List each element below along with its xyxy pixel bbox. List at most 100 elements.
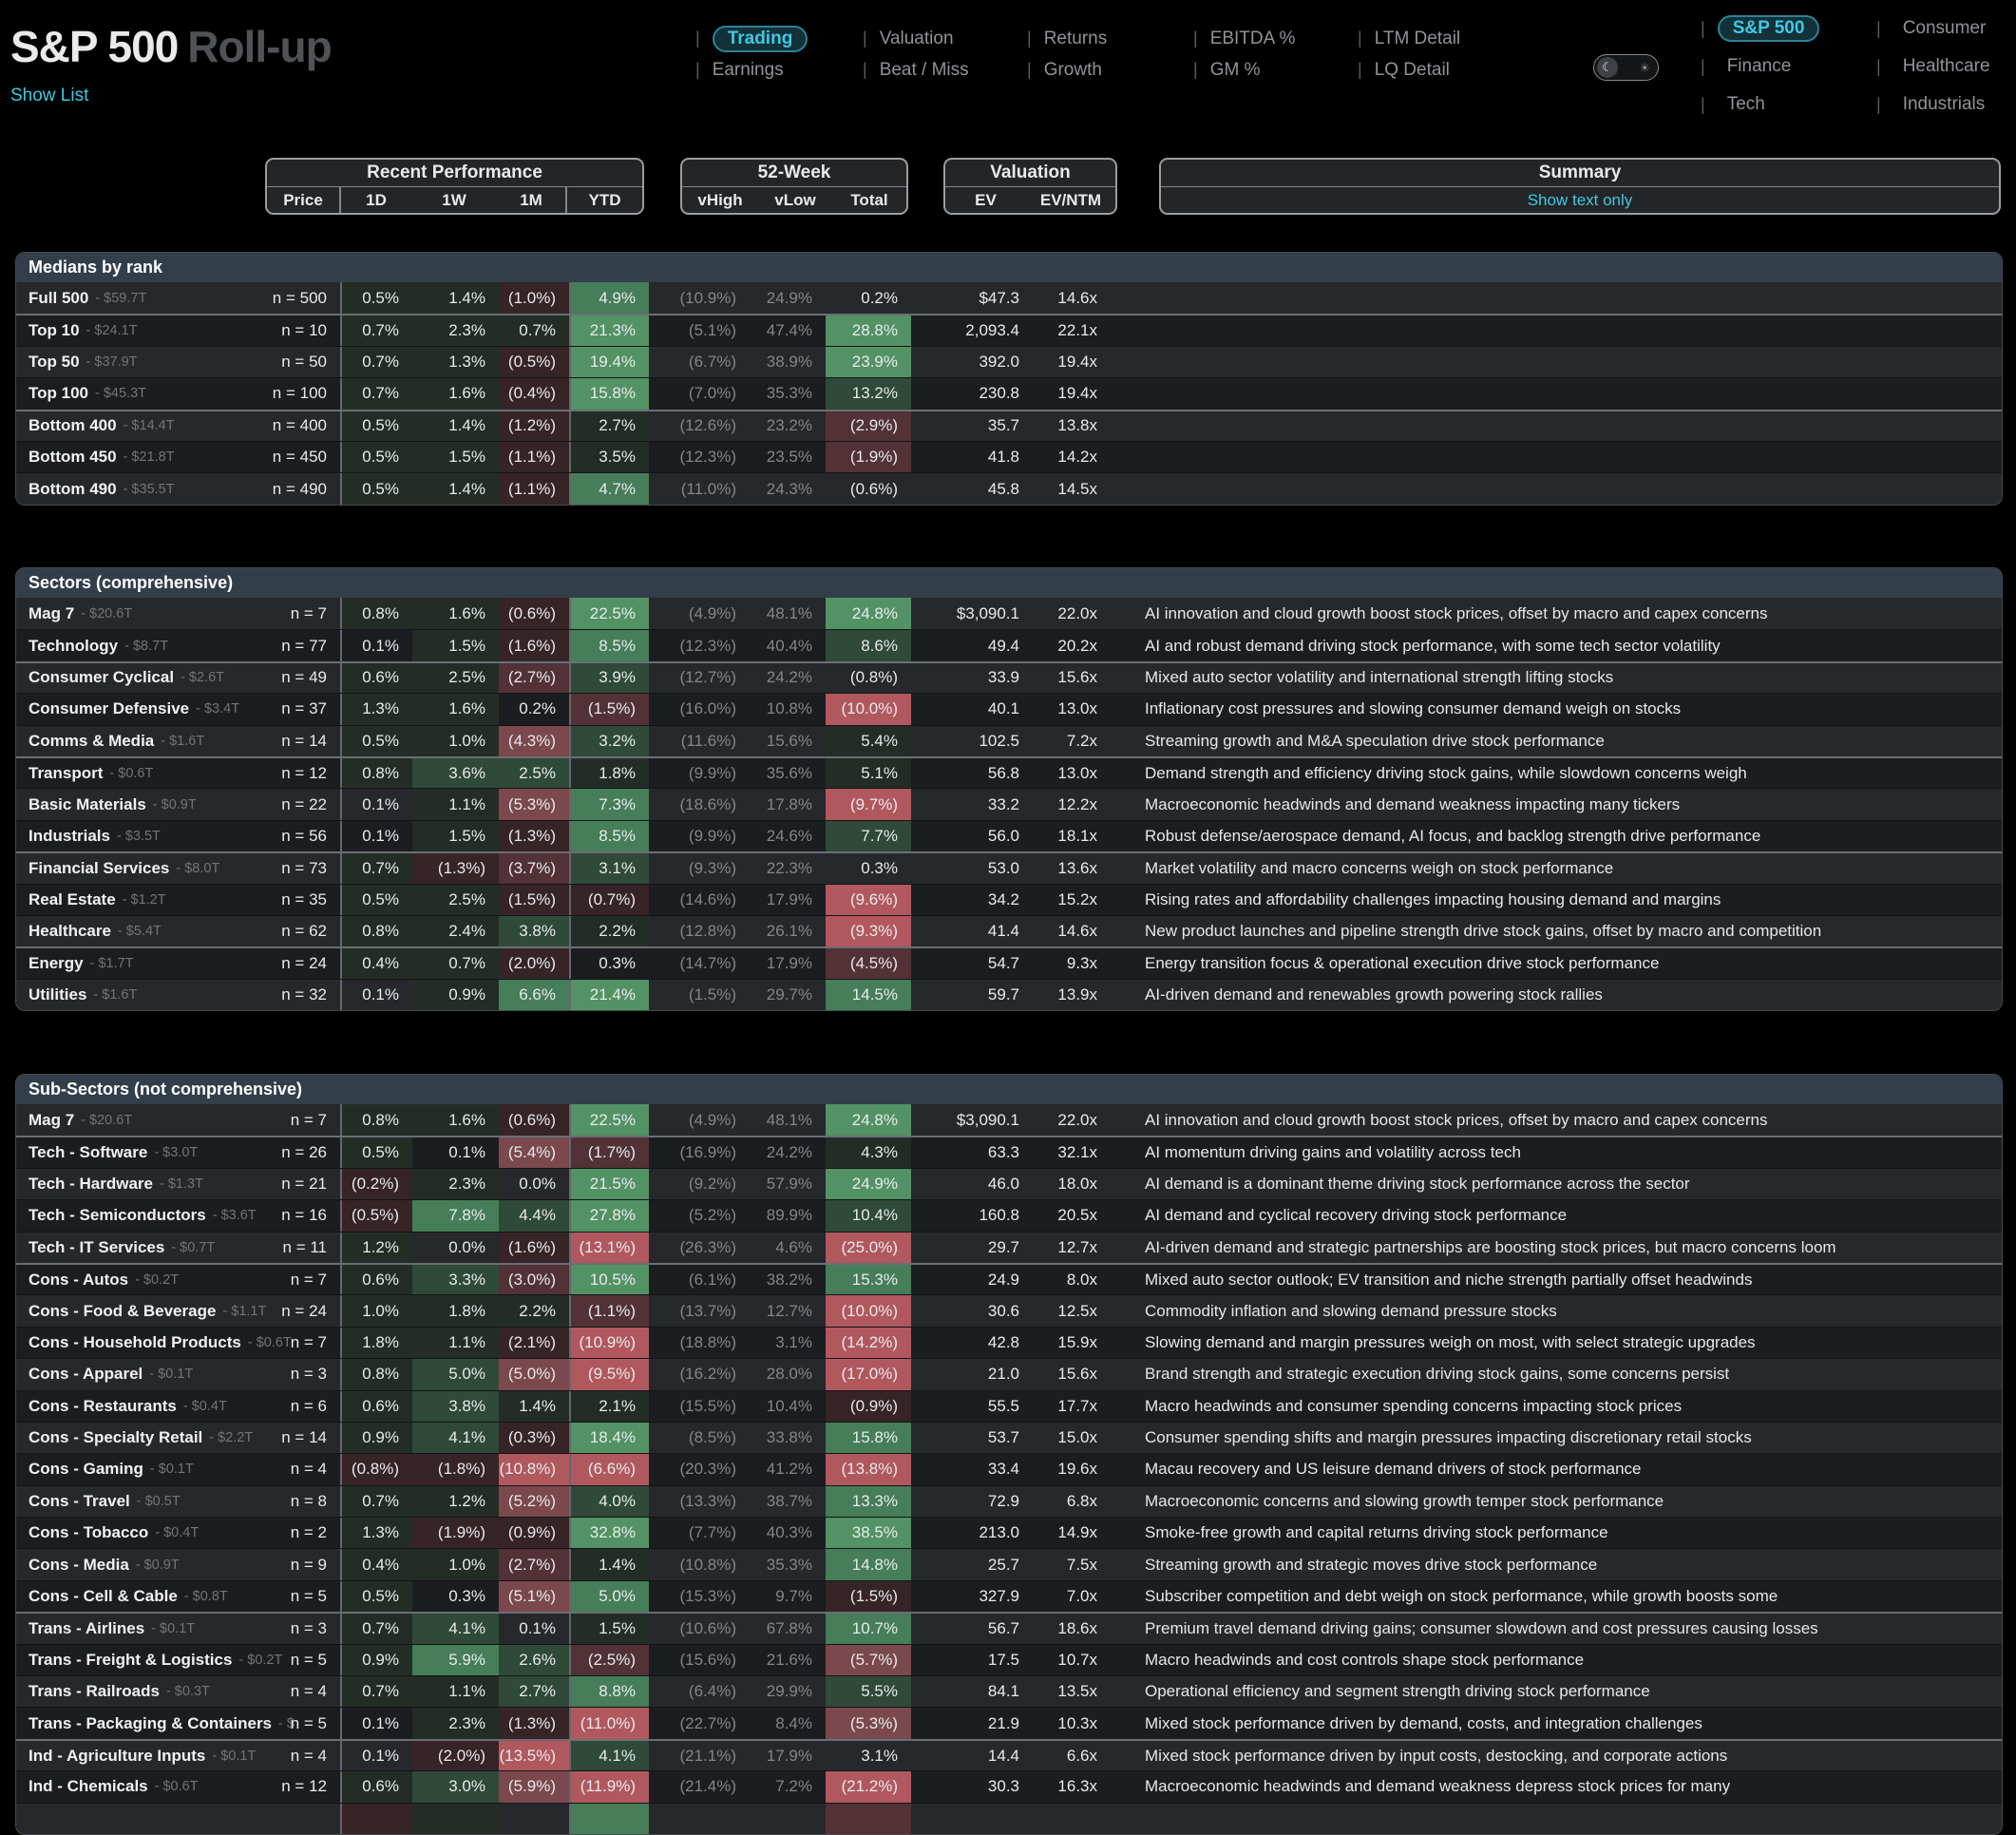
row-name-cell: Cons - Media - $0.9T (16, 1549, 254, 1579)
nav-item-finance[interactable]: | Finance (1701, 48, 1819, 86)
nav-item-growth[interactable]: | Growth (1027, 54, 1107, 86)
cell-ytd: (9.5%) (571, 1359, 649, 1390)
table-row: Real Estate - $1.2T n = 35 0.5% 2.5% (1.… (16, 883, 2002, 915)
cell-vhigh: (1.5%) (688, 984, 736, 1004)
row-market-cap: - $0.1T (149, 1367, 194, 1383)
nav-separator: | (1358, 29, 1362, 48)
show-list-link[interactable]: Show List (10, 86, 89, 105)
cell-1m: 0.1% (499, 1614, 571, 1644)
cell-ev: 25.7 (987, 1555, 1019, 1574)
cell-summary: Inflationary cost pressures and slowing … (1145, 699, 1682, 718)
nav-item-healthcare[interactable]: | Healthcare (1876, 48, 1990, 86)
cell-vhigh: (16.0%) (679, 699, 736, 718)
row-count: n = 7 (254, 1264, 342, 1295)
nav-item-lq-detail[interactable]: | LQ Detail (1358, 54, 1460, 86)
row-market-cap: - $0.5T (136, 1493, 181, 1509)
cell-ev-ntm: 15.0x (1057, 1428, 1097, 1447)
nav-item-earnings[interactable]: | Earnings (695, 54, 808, 86)
cell-1w: (2.0%) (412, 1740, 499, 1771)
cell-1w: 3.6% (412, 757, 499, 789)
nav-item-trading[interactable]: | Trading (695, 23, 808, 54)
row-name: Consumer Defensive (29, 699, 190, 718)
recent-performance-title: Recent Performance (267, 160, 642, 187)
row-name: Cons - Tobacco (29, 1523, 149, 1542)
tab-ebitda-pct: EBITDA % (1209, 28, 1296, 48)
cell-ev-ntm: 8.0x (1066, 1270, 1097, 1289)
cell-vhigh: (6.4%) (688, 1682, 736, 1701)
row-market-cap: - $0.2T (238, 1652, 283, 1668)
tab-lq-detail: LQ Detail (1374, 59, 1450, 80)
cell-ev: 46.0 (987, 1174, 1019, 1193)
cell-total: (0.9%) (826, 1390, 911, 1422)
cell-summary: Macro headwinds and cost controls shape … (1145, 1650, 1585, 1669)
row-name-cell: Tech - Semiconductors - $3.6T (16, 1200, 257, 1231)
cell-1w: 0.7% (412, 948, 499, 979)
nav-col-universe: | S&P 500 | Finance | Tech (1701, 10, 1820, 124)
nav-item-sp500[interactable]: | S&P 500 (1701, 10, 1820, 48)
cell-vlow: 4.6% (775, 1237, 812, 1256)
cell-1d: 0.6% (342, 1390, 412, 1422)
cell-vlow: 21.6% (766, 1650, 812, 1669)
cell-ytd: 18.4% (571, 1422, 649, 1454)
cell-total (826, 1803, 911, 1834)
cell-ev-ntm: 18.6x (1057, 1618, 1097, 1637)
cell-1w: 3.0% (412, 1771, 499, 1803)
cell-1w (412, 1803, 499, 1834)
row-name-cell: Healthcare - $5.4T (16, 916, 254, 946)
col-header-ytd: YTD (588, 191, 621, 209)
row-name-cell: Trans - Freight & Logistics - $0.2T (16, 1645, 282, 1675)
nav-separator: | (1701, 18, 1705, 38)
nav-item-gm[interactable]: | GM % (1193, 54, 1295, 86)
row-name-cell: Utilities - $1.6T (16, 980, 254, 1010)
table-row: Cons - Apparel - $0.1T n = 3 0.8% 5.0% (… (16, 1358, 2002, 1390)
cell-summary: AI momentum driving gains and volatility… (1145, 1143, 1521, 1162)
nav-item-industrials[interactable]: | Industrials (1876, 86, 1990, 124)
nav-item-ltm-detail[interactable]: | LTM Detail (1358, 23, 1460, 54)
cell-ytd: 2.2% (571, 915, 649, 947)
cell-summary: Slowing demand and margin pressures weig… (1145, 1332, 1756, 1351)
cell-ev-ntm: 7.2x (1066, 731, 1097, 750)
cell-total: (1.9%) (826, 441, 911, 473)
cell-ev: 24.9 (987, 1270, 1019, 1289)
nav-item-returns[interactable]: | Returns (1027, 23, 1107, 54)
row-name: Industrials (29, 826, 110, 845)
nav-item-tech[interactable]: | Tech (1701, 86, 1819, 124)
cell-summary: Commodity inflation and slowing demand p… (1145, 1301, 1557, 1320)
nav-item-valuation[interactable]: | Valuation (863, 23, 969, 54)
cell-ytd: (1.1%) (571, 1295, 649, 1327)
row-name: Technology (29, 636, 119, 655)
table-row: Top 50 - $37.9T n = 50 0.7% 1.3% (0.5%) … (16, 345, 2002, 378)
cell-summary: Subscriber competition and debt weigh on… (1145, 1587, 1778, 1606)
cell-ev: 53.7 (987, 1428, 1019, 1447)
cell-ytd: (10.9%) (571, 1327, 649, 1359)
row-count: n = 3 (254, 1614, 342, 1644)
table-row: Bottom 400 - $14.4T n = 400 0.5% 1.4% (1… (16, 409, 2002, 441)
cell-summary: Demand strength and efficiency driving s… (1145, 763, 1747, 782)
row-count: n = 26 (254, 1137, 342, 1168)
cell-vhigh: (5.2%) (688, 1206, 736, 1225)
cell-1w: 7.8% (412, 1200, 499, 1232)
cell-1m: 2.7% (499, 1676, 571, 1708)
cell-vlow: 12.7% (766, 1301, 812, 1320)
page-title-main: S&P 500 (10, 22, 179, 71)
cell-vlow: 9.7% (775, 1587, 812, 1606)
table-row: Tech - Hardware - $1.3T n = 21 (0.2%) 2.… (16, 1167, 2002, 1200)
cell-ev-ntm: 22.1x (1057, 321, 1097, 340)
nav-item-ebitda[interactable]: | EBITDA % (1193, 23, 1295, 54)
theme-toggle[interactable]: ☾ ☀ (1593, 54, 1659, 81)
table-row: Tech - IT Services - $0.7T n = 11 1.2% 0… (16, 1231, 2002, 1263)
table-row: Cons - Media - $0.9T n = 9 0.4% 1.0% (2.… (16, 1548, 2002, 1580)
cell-summary: AI-driven demand and renewables growth p… (1145, 984, 1603, 1004)
table-row: Cons - Cell & Cable - $0.8T n = 5 0.5% 0… (16, 1579, 2002, 1613)
cell-ev: 34.2 (987, 889, 1019, 908)
cell-1m: (5.3%) (499, 789, 571, 820)
row-count: n = 3 (254, 1359, 342, 1390)
cell-vlow: 89.9% (766, 1206, 812, 1225)
tab-finance: Finance (1726, 56, 1792, 76)
show-text-only-link[interactable]: Show text only (1527, 191, 1633, 209)
nav-item-consumer[interactable]: | Consumer (1876, 10, 1990, 48)
cell-vhigh: (9.9%) (688, 826, 736, 845)
cell-ev: 30.6 (987, 1301, 1019, 1320)
cell-1d: 0.5% (342, 1580, 412, 1613)
nav-item-beat-miss[interactable]: | Beat / Miss (863, 54, 969, 86)
